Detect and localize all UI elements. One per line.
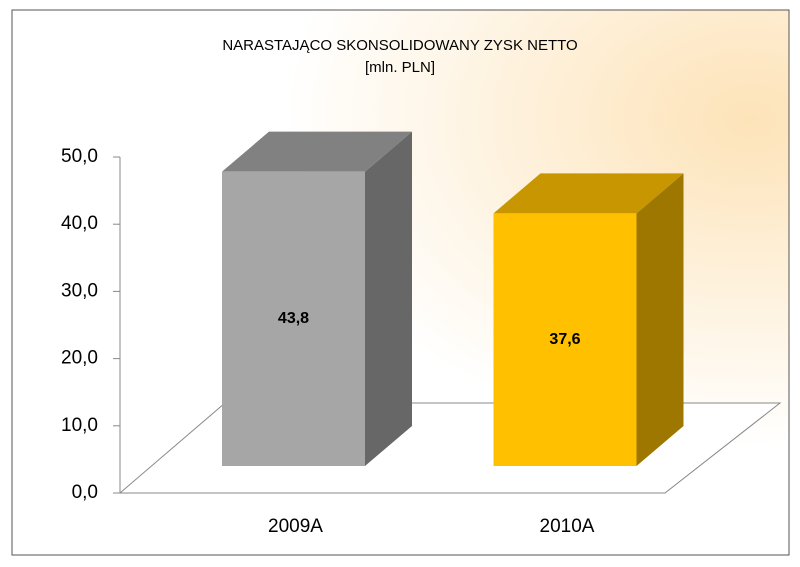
x-tick-label: 2009A: [268, 516, 323, 537]
value-label: 37,6: [549, 331, 580, 348]
bar: [222, 171, 365, 466]
y-tick-label: 50,0: [61, 146, 98, 167]
bar-top: [493, 173, 684, 214]
chart-subtitle: [mln. PLN]: [365, 59, 435, 76]
chart-title: NARASTAJĄCO SKONSOLIDOWANY ZYSK NETTO: [222, 37, 577, 54]
x-tick-label: 2010A: [540, 516, 595, 537]
y-tick-label: 10,0: [61, 415, 98, 436]
bar-top: [222, 131, 412, 172]
y-tick-label: 20,0: [61, 348, 98, 369]
value-label: 43,8: [278, 310, 309, 327]
y-tick-label: 40,0: [61, 213, 98, 234]
bar: [493, 213, 637, 466]
bar-side: [365, 131, 412, 466]
bar-side: [636, 173, 684, 466]
y-tick-label: 0,0: [72, 482, 98, 503]
y-tick-label: 30,0: [61, 280, 98, 301]
